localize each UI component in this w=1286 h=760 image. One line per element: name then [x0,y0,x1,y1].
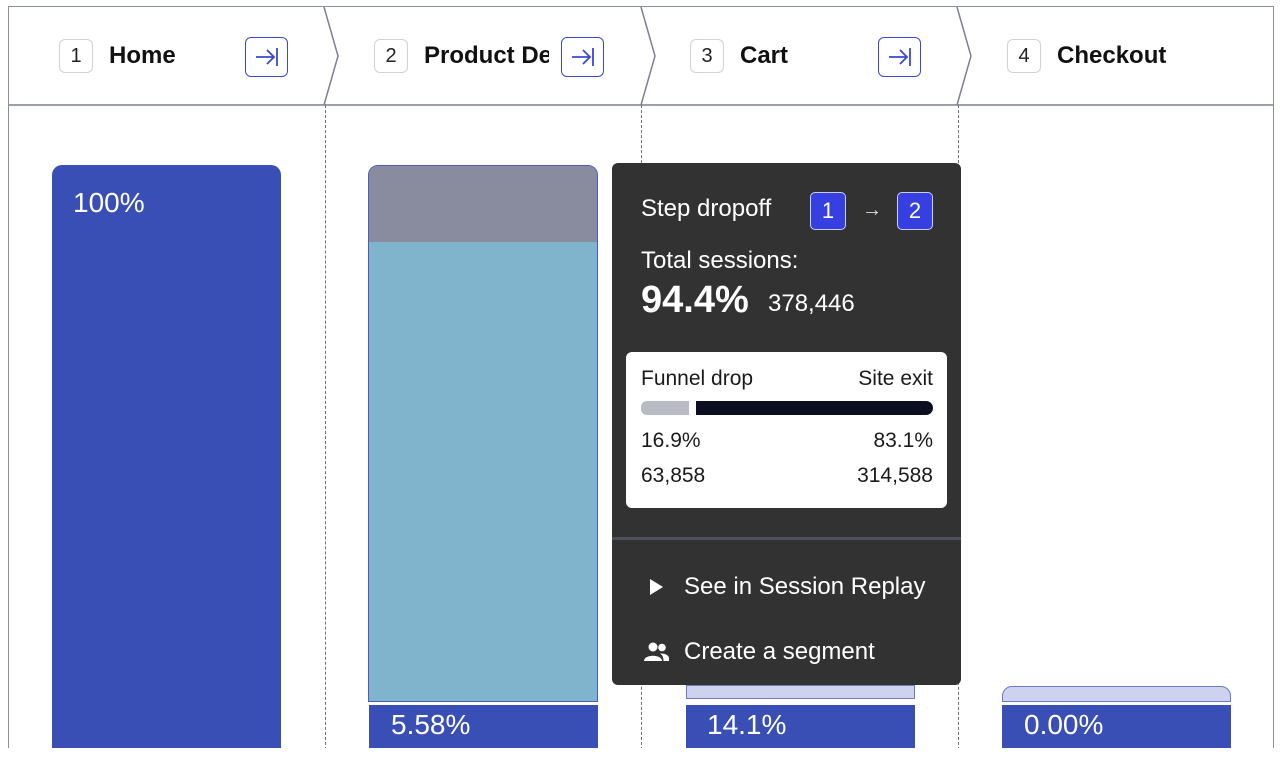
action-label: See in Session Replay [684,573,926,600]
step-title: Checkout [1057,42,1167,69]
site-exit-bar [696,401,933,415]
tooltip-title: Step dropoff [641,195,772,222]
bar-checkout[interactable]: 0.00% [1002,705,1231,748]
expand-step-button[interactable] [878,37,921,77]
funnel-drop-percent: 16.9% [641,429,701,452]
funnel-drop-bar [641,401,689,415]
to-step-badge: 2 [897,192,933,230]
funnel-drop-count: 63,858 [641,464,706,487]
total-sessions-count: 378,446 [768,290,855,317]
arrow-to-right-icon [888,48,911,66]
step-title: Home [109,42,176,69]
arrow-right-icon: → [862,199,882,221]
dropoff-breakdown-card: Funnel drop Site exit 16.9% 83.1% 63,858… [626,352,947,508]
funnel-steps-header [9,7,1273,106]
site-exit-count: 314,588 [857,464,933,487]
column-divider [325,105,326,748]
create-segment-button[interactable]: Create a segment [643,638,875,666]
tooltip-divider [612,537,961,540]
funnel-step-product-details[interactable]: 2 Product Details [374,7,549,105]
arrow-to-right-icon [255,48,278,66]
site-exit-percent: 83.1% [873,429,933,452]
bar-product-details[interactable]: 5.58% [369,705,598,748]
action-label: Create a segment [684,638,875,665]
expand-step-button[interactable] [561,37,604,77]
total-sessions-percent: 94.4% [641,279,749,321]
bar-funnel-drop-segment [369,166,597,242]
arrow-to-right-icon [571,48,594,66]
bar-home[interactable]: 100% [52,165,281,748]
funnel-step-home[interactable]: 1 Home [59,7,309,105]
bar-percent-label: 100% [73,187,145,218]
total-sessions-label: Total sessions: [641,247,799,274]
bar-percent-label: 5.58% [391,709,471,740]
see-in-session-replay-button[interactable]: See in Session Replay [643,573,925,601]
bar-checkout-dropoff[interactable] [1002,686,1231,702]
step-number: 4 [1007,39,1041,73]
step-title: Cart [740,42,789,69]
step-dropoff-tooltip: Step dropoff 1 → 2 Total sessions: 94.4%… [612,163,961,685]
step-number: 3 [690,39,724,73]
bar-product-details-dropoff[interactable] [368,165,598,702]
expand-step-button[interactable] [245,37,288,77]
step-number: 1 [59,39,93,73]
bar-percent-label: 14.1% [707,709,787,740]
bar-cart-dropoff[interactable] [686,685,915,699]
bar-percent-label: 0.00% [1024,709,1104,740]
site-exit-label: Site exit [858,367,933,390]
people-icon [643,639,669,665]
funnel-step-cart[interactable]: 3 Cart [690,7,890,105]
step-title: Product Details [424,42,549,69]
play-icon [643,574,669,600]
bar-cart[interactable]: 14.1% [686,705,915,748]
funnel-drop-label: Funnel drop [641,367,754,390]
funnel-step-checkout[interactable]: 4 Checkout [1007,7,1257,105]
from-step-badge: 1 [810,192,846,230]
step-number: 2 [374,39,408,73]
